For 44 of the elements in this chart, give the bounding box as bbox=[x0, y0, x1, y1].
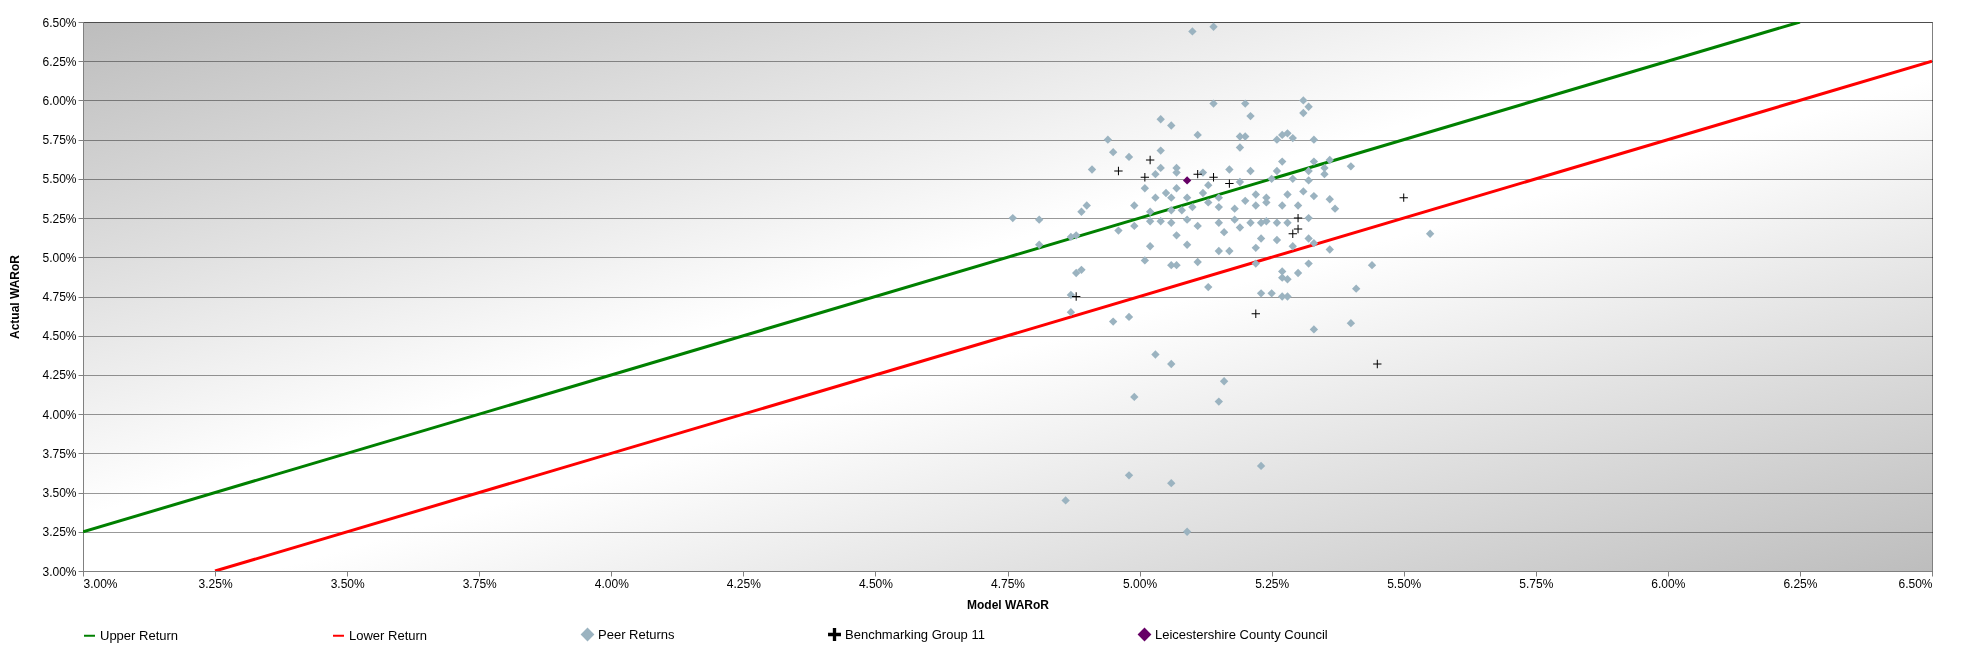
x-tick-label: 5.75% bbox=[1519, 576, 1554, 591]
x-tick-label: 3.25% bbox=[198, 576, 233, 591]
point bbox=[1209, 173, 1218, 182]
x-tick-label: 6.50% bbox=[1898, 576, 1933, 591]
y-tick-label: 4.25% bbox=[42, 368, 77, 383]
y-tick-label: 4.00% bbox=[42, 407, 77, 422]
point bbox=[1193, 169, 1202, 179]
y-tick-label: 3.25% bbox=[42, 525, 77, 540]
x-tick-label: 6.25% bbox=[1783, 576, 1818, 591]
y-tick-label: 4.50% bbox=[42, 329, 77, 344]
y-tick-label: 4.75% bbox=[42, 290, 77, 304]
x-tick-label: 4.25% bbox=[726, 576, 762, 591]
x-tick-label: 3.75% bbox=[462, 576, 498, 591]
y-tick-label: 6.50% bbox=[42, 15, 77, 30]
y-tick-label: 5.25% bbox=[42, 211, 77, 226]
point bbox=[1182, 176, 1192, 185]
x-tick-label: 4.75% bbox=[990, 576, 1026, 591]
y-tick-label: 3.50% bbox=[42, 486, 77, 501]
y-tick-label: 5.00% bbox=[42, 250, 77, 265]
y-tick-label: 5.50% bbox=[42, 172, 77, 187]
x-tick-label: 5.50% bbox=[1387, 576, 1422, 591]
x-tick-label: 3.00% bbox=[83, 576, 118, 591]
legend-label: Upper Return bbox=[100, 627, 179, 643]
legend-label: Benchmarking Group 11 bbox=[845, 626, 985, 642]
x-axis-title: Model WARoR bbox=[967, 597, 1050, 612]
point bbox=[1071, 292, 1081, 301]
x-tick-label: 4.00% bbox=[594, 576, 630, 591]
y-tick-label: 3.00% bbox=[42, 564, 77, 579]
point bbox=[1399, 193, 1408, 202]
x-tick-label: 4.50% bbox=[858, 576, 894, 591]
x-tick-label: 3.50% bbox=[330, 576, 365, 591]
legend-label: Peer Returns bbox=[598, 626, 676, 642]
y-axis-title: Actual WARoR bbox=[8, 254, 23, 339]
x-tick-label: 5.25% bbox=[1255, 576, 1290, 591]
legend-label: Lower Return bbox=[349, 627, 428, 643]
point bbox=[1225, 179, 1234, 188]
legend-label: Leicestershire County Council bbox=[1155, 626, 1328, 642]
y-tick-label: 3.75% bbox=[42, 446, 77, 461]
x-tick-label: 5.00% bbox=[1123, 576, 1158, 591]
point bbox=[1114, 166, 1123, 176]
y-tick-label: 6.25% bbox=[42, 54, 77, 69]
y-tick-label: 5.75% bbox=[42, 133, 77, 148]
y-tick-label: 6.00% bbox=[42, 93, 77, 108]
x-tick-label: 6.00% bbox=[1651, 576, 1686, 591]
